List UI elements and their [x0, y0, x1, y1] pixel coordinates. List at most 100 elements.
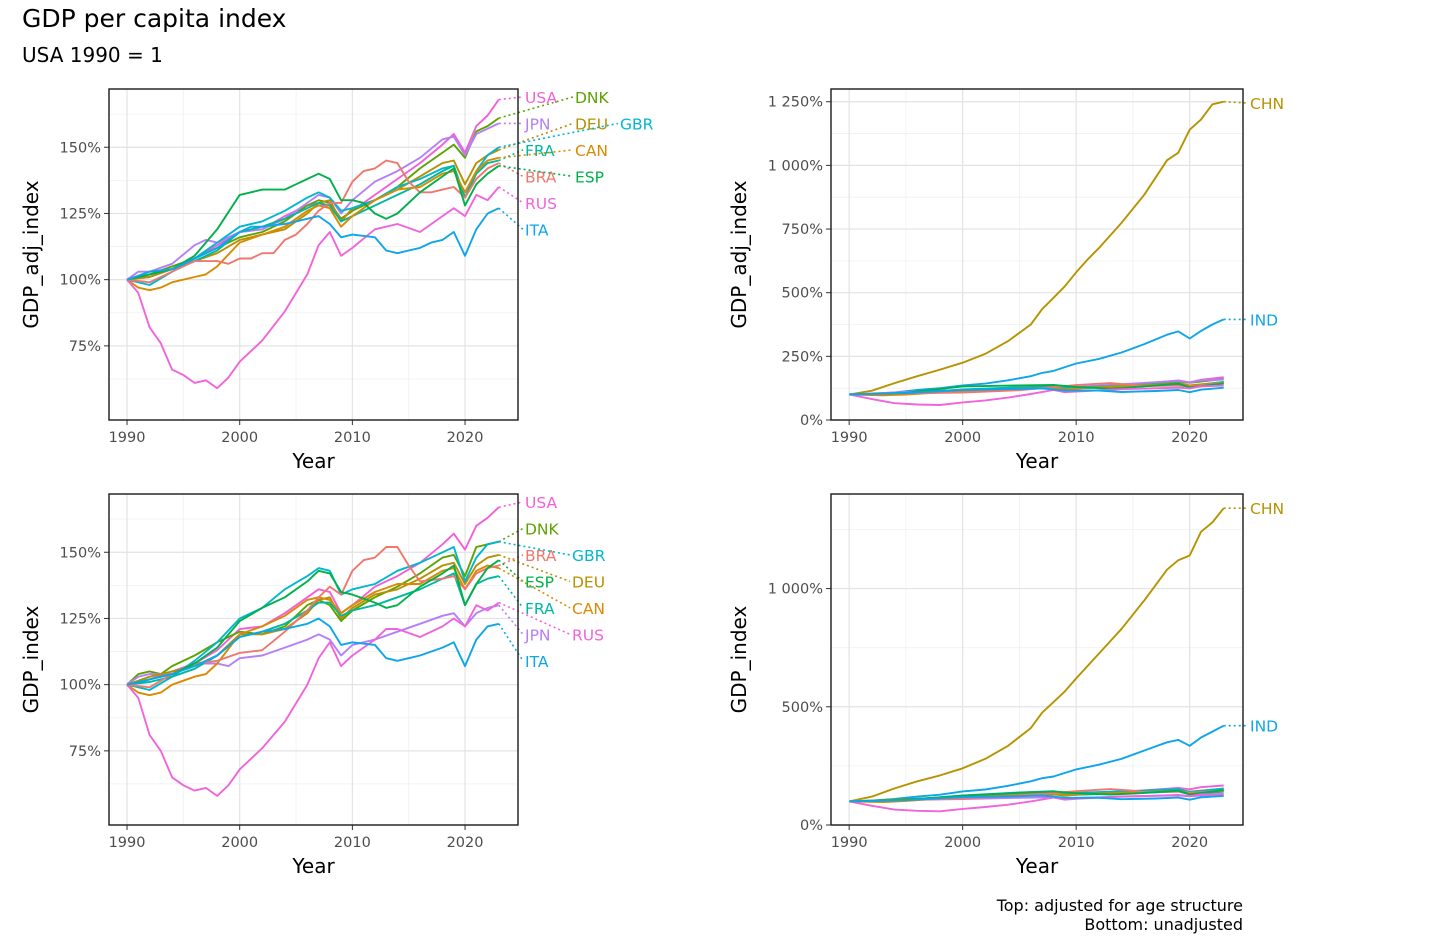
series-line-rus	[126, 186, 500, 390]
y-tick-label: 1 000%	[768, 582, 823, 598]
end-label-fra: FRA	[525, 600, 555, 618]
x-axis-title: Year	[291, 854, 335, 878]
x-tick-label: 1990	[831, 430, 868, 446]
x-tick-label: 2020	[1171, 835, 1208, 851]
series-line-chn	[849, 507, 1225, 803]
y-tick-label: 1 000%	[768, 158, 823, 174]
end-label-jpn: JPN	[524, 115, 551, 133]
y-tick-label: 150%	[60, 545, 101, 561]
panel-border	[830, 493, 1244, 826]
end-label-deu: DEU	[572, 573, 605, 591]
end-label-connector-deu	[498, 122, 574, 151]
series-line-esp	[849, 789, 1224, 803]
y-tick-label: 125%	[60, 611, 101, 627]
panel-border	[108, 493, 519, 826]
end-label-deu: DEU	[575, 115, 608, 133]
series-line-ita	[849, 794, 1224, 803]
end-label-chn: CHN	[1250, 95, 1284, 113]
end-label-connector-esp	[498, 559, 524, 582]
end-label-connector-ita	[498, 207, 524, 230]
x-tick-label: 2010	[334, 835, 371, 851]
series-line-usa	[126, 506, 500, 686]
series-line-ita	[126, 207, 500, 281]
page-subtitle: USA 1990 = 1	[22, 43, 163, 67]
y-axis-title: GDP_index	[727, 606, 751, 714]
series-line-bra	[126, 546, 500, 689]
x-axis-title: Year	[291, 449, 335, 473]
y-axis-title: GDP_adj_index	[19, 180, 43, 328]
x-tick-label: 1990	[831, 835, 868, 851]
series-line-can	[126, 156, 500, 292]
series-line-ind	[849, 724, 1225, 803]
series-line-ita	[126, 617, 500, 686]
y-tick-label: 500%	[782, 286, 823, 302]
y-tick-label: 0%	[800, 413, 823, 429]
end-label-dnk: DNK	[575, 89, 610, 107]
end-label-usa: USA	[525, 494, 557, 512]
x-tick-label: 2000	[221, 430, 258, 446]
y-tick-label: 100%	[60, 273, 101, 289]
caption: Top: adjusted for age structure Bottom: …	[997, 896, 1243, 934]
y-tick-label: 0%	[800, 818, 823, 834]
end-label-bra: BRA	[525, 168, 557, 186]
x-tick-label: 2000	[221, 835, 258, 851]
series-line-bra	[126, 159, 500, 284]
x-axis-title: Year	[1015, 854, 1059, 878]
end-label-connector-fra	[498, 149, 524, 162]
end-label-connector-bra	[498, 554, 524, 567]
series-line-esp	[126, 559, 500, 686]
x-tick-label: 2020	[447, 430, 484, 446]
series-line-esp	[126, 165, 500, 281]
caption-line-bottom: Bottom: unadjusted	[1084, 915, 1243, 934]
end-label-connector-gbr	[498, 540, 571, 556]
chart-panel-2: 1990 2000 2010 2020 0% 250% 500% 750% 1 000% 1 25…	[727, 88, 1284, 473]
x-tick-label: 1990	[109, 835, 146, 851]
y-axis-title: GDP_index	[19, 606, 43, 714]
end-label-connector-usa	[498, 96, 524, 101]
x-tick-label: 2010	[334, 430, 371, 446]
series-line-dnk	[126, 540, 500, 686]
end-label-usa: USA	[525, 89, 557, 107]
end-label-connector-dnk	[498, 527, 524, 543]
y-tick-label: 250%	[782, 349, 823, 365]
end-label-esp: ESP	[525, 573, 554, 591]
end-label-connector-rus	[498, 186, 524, 204]
y-tick-label: 125%	[60, 206, 101, 222]
chart-panel-4: 1990 2000 2010 2020 0% 500% 1 000% CHN IND Year GD…	[727, 493, 1284, 878]
series-line-rus	[849, 793, 1224, 813]
series-line-ita	[849, 386, 1224, 396]
end-label-connector-can	[498, 567, 571, 609]
end-label-gbr: GBR	[620, 115, 654, 133]
series-line-deu	[126, 149, 500, 281]
end-label-can: CAN	[572, 600, 605, 618]
end-label-can: CAN	[575, 142, 608, 160]
y-tick-label: 1 250%	[768, 95, 823, 111]
caption-line-top: Top: adjusted for age structure	[996, 896, 1243, 915]
end-label-jpn: JPN	[524, 626, 551, 644]
series-line-rus	[126, 601, 500, 797]
y-tick-label: 750%	[782, 222, 823, 238]
series-line-can	[126, 564, 500, 697]
page-title: GDP per capita index	[22, 4, 287, 33]
x-tick-label: 2010	[1058, 430, 1095, 446]
panel-border	[830, 88, 1244, 421]
end-label-gbr: GBR	[572, 547, 606, 565]
end-label-esp: ESP	[575, 168, 604, 186]
end-label-ita: ITA	[525, 221, 549, 239]
end-label-ind: IND	[1250, 311, 1278, 329]
end-label-connector-usa	[498, 501, 524, 509]
end-label-bra: BRA	[525, 547, 557, 565]
chart-panel-3: 1990 2000 2010 2020 75% 100% 125% 150% USA DNK BRA…	[19, 493, 606, 878]
end-label-connector-jpn	[498, 604, 524, 635]
y-tick-label: 75%	[69, 744, 101, 760]
series-line-ind	[849, 318, 1225, 396]
x-tick-label: 2000	[944, 835, 981, 851]
y-tick-label: 500%	[782, 700, 823, 716]
series-line-jpn	[126, 122, 500, 281]
end-label-connector-chn	[1223, 100, 1249, 104]
end-label-chn: CHN	[1250, 500, 1284, 518]
end-label-rus: RUS	[572, 626, 604, 644]
series-line-esp	[849, 382, 1224, 396]
x-tick-label: 2020	[447, 835, 484, 851]
